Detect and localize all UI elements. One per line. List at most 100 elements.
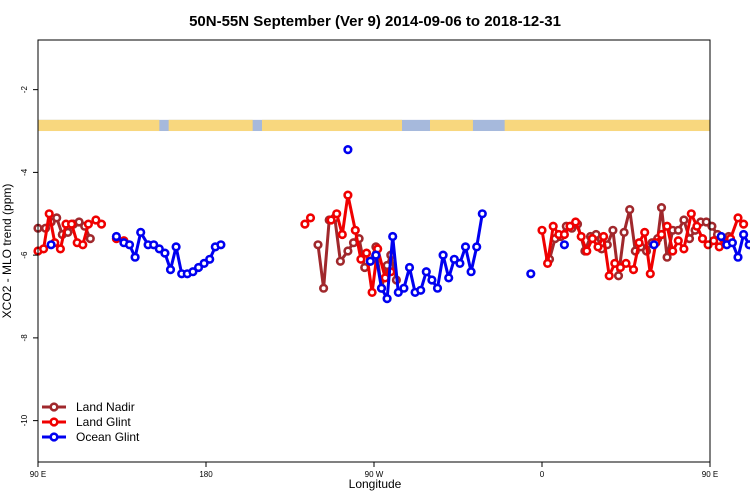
legend-entry: Land Glint bbox=[42, 415, 131, 429]
data-point bbox=[733, 252, 743, 262]
data-point bbox=[404, 262, 415, 273]
data-point bbox=[130, 252, 140, 262]
chart-title: 50N-55N September (Ver 9) 2014-09-06 to … bbox=[189, 13, 561, 30]
data-point bbox=[421, 267, 431, 277]
data-point bbox=[615, 262, 626, 273]
data-point bbox=[619, 227, 629, 237]
data-point bbox=[542, 258, 553, 269]
data-point bbox=[367, 287, 377, 298]
data-point bbox=[621, 258, 631, 269]
data-point bbox=[300, 219, 310, 229]
legend-swatch-marker bbox=[49, 417, 59, 427]
y-axis-ticks: -2 -4 -6 -8 -10 bbox=[20, 86, 38, 426]
data-point bbox=[319, 283, 329, 293]
y-tick-label: -4 bbox=[20, 168, 29, 176]
data-point bbox=[216, 240, 226, 250]
data-point bbox=[83, 219, 93, 229]
data-point bbox=[625, 205, 635, 215]
data-point bbox=[738, 219, 749, 229]
data-point bbox=[472, 242, 482, 252]
data-point bbox=[526, 269, 536, 279]
data-point bbox=[74, 217, 84, 227]
data-point bbox=[188, 267, 198, 277]
data-point bbox=[382, 294, 392, 304]
legend-entry: Ocean Glint bbox=[42, 430, 140, 444]
data-point bbox=[205, 254, 215, 264]
data-point bbox=[365, 256, 375, 266]
data-point bbox=[361, 248, 372, 258]
data-point bbox=[78, 240, 88, 250]
data-point bbox=[416, 285, 426, 295]
data-point bbox=[160, 248, 170, 258]
x-tick-label: 0 bbox=[540, 470, 545, 479]
data-point bbox=[427, 275, 437, 285]
data-point bbox=[576, 231, 586, 242]
data-point bbox=[460, 242, 471, 252]
data-point bbox=[154, 244, 164, 254]
data-point bbox=[399, 283, 409, 293]
data-point bbox=[46, 240, 56, 250]
data-point bbox=[640, 227, 650, 237]
data-point bbox=[582, 246, 592, 256]
data-point bbox=[608, 225, 618, 235]
data-point bbox=[313, 240, 323, 250]
data-point bbox=[679, 244, 689, 254]
x-tick-label: 90 E bbox=[30, 470, 46, 479]
data-point bbox=[610, 258, 620, 269]
data-point bbox=[66, 219, 77, 229]
data-point bbox=[85, 234, 95, 244]
data-point bbox=[376, 283, 387, 293]
data-point bbox=[337, 229, 347, 240]
data-point bbox=[716, 231, 726, 242]
legend-label: Ocean Glint bbox=[76, 430, 140, 444]
data-point bbox=[350, 225, 360, 235]
data-point bbox=[356, 254, 366, 264]
data-point bbox=[537, 225, 547, 235]
data-point bbox=[449, 254, 459, 264]
data-point bbox=[645, 269, 655, 279]
data-point bbox=[111, 231, 121, 242]
data-point bbox=[649, 240, 659, 250]
data-point bbox=[634, 238, 644, 248]
data-point bbox=[332, 209, 342, 219]
legend-swatch-marker bbox=[49, 402, 59, 412]
data-point bbox=[136, 227, 146, 237]
x-tick-label: 180 bbox=[199, 470, 213, 479]
data-point bbox=[193, 262, 204, 273]
data-point bbox=[165, 265, 176, 275]
data-point bbox=[388, 231, 398, 242]
data-point bbox=[149, 240, 159, 250]
data-point bbox=[662, 252, 672, 262]
data-point bbox=[477, 209, 487, 219]
data-point bbox=[124, 240, 135, 250]
data-point bbox=[593, 242, 603, 252]
data-point bbox=[686, 209, 696, 219]
land-segment bbox=[168, 119, 253, 132]
x-tick-label: 90 W bbox=[365, 470, 384, 479]
data-point bbox=[326, 215, 336, 225]
y-tick-label: -6 bbox=[20, 251, 29, 259]
data-point bbox=[559, 240, 570, 250]
legend-entry: Land Nadir bbox=[42, 400, 135, 414]
data-point bbox=[52, 213, 62, 223]
data-point bbox=[343, 190, 353, 200]
data-point bbox=[656, 229, 667, 240]
data-point bbox=[432, 283, 443, 293]
data-point bbox=[393, 287, 403, 298]
x-axis-ticks: 90 E 180 90 W 0 90 E bbox=[30, 462, 718, 479]
data-point bbox=[697, 234, 708, 244]
y-tick-label: -8 bbox=[20, 334, 29, 342]
data-point bbox=[727, 238, 738, 248]
data-point bbox=[679, 215, 689, 225]
data-point bbox=[587, 234, 598, 244]
data-point bbox=[444, 273, 454, 283]
data-point bbox=[91, 215, 101, 225]
data-point bbox=[305, 213, 316, 223]
y-tick-label: -10 bbox=[20, 414, 29, 426]
x-tick-label: 90 E bbox=[702, 470, 718, 479]
series-ocean-glint bbox=[46, 145, 750, 304]
land-segment bbox=[38, 119, 160, 132]
y-axis-label: XCO2 - MLO trend (ppm) bbox=[0, 184, 14, 319]
data-point bbox=[455, 258, 465, 269]
data-point bbox=[733, 213, 743, 223]
